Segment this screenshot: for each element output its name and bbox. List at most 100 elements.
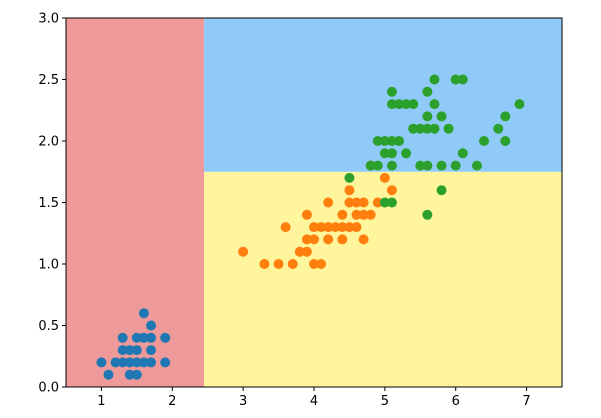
scatter-point xyxy=(294,246,305,257)
decision-regions xyxy=(66,18,562,387)
y-tick-label: 1.5 xyxy=(38,196,59,211)
y-tick-label: 0.5 xyxy=(38,319,59,334)
scatter-point xyxy=(401,148,412,159)
scatter-point xyxy=(386,185,397,196)
scatter-point xyxy=(344,222,355,233)
scatter-point xyxy=(316,259,327,269)
scatter-point xyxy=(408,99,419,110)
scatter-point xyxy=(372,197,383,208)
scatter-point xyxy=(280,222,291,233)
x-tick-label: 7 xyxy=(522,394,530,409)
y-tick-label: 2.5 xyxy=(38,73,59,88)
scatter-point xyxy=(422,160,433,171)
scatter-point xyxy=(131,369,142,380)
scatter-point xyxy=(408,123,419,134)
scatter-point xyxy=(117,332,128,343)
scatter-point xyxy=(450,160,461,171)
decision-region-3 xyxy=(204,18,562,172)
scatter-point xyxy=(386,148,397,159)
scatter-point xyxy=(309,234,319,245)
scatter-point xyxy=(422,111,433,122)
scatter-point xyxy=(259,259,270,269)
x-axis: 1 2 3 4 5 6 7 xyxy=(97,387,531,409)
scatter-point xyxy=(479,136,490,146)
scatter-point xyxy=(323,222,334,233)
scatter-point xyxy=(337,234,348,245)
y-axis: 0.0 0.5 1.0 1.5 2.0 2.5 3.0 xyxy=(38,12,66,396)
scatter-point xyxy=(401,99,412,110)
scatter-point xyxy=(323,197,334,208)
scatter-point xyxy=(358,197,369,208)
scatter-point xyxy=(422,86,433,97)
scatter-point xyxy=(146,357,157,368)
scatter-point xyxy=(330,222,341,233)
scatter-point xyxy=(344,172,355,183)
scatter-point xyxy=(372,136,383,146)
scatter-point xyxy=(301,246,312,257)
scatter-point xyxy=(379,172,390,183)
scatter-point xyxy=(146,332,157,343)
scatter-point xyxy=(386,136,397,146)
scatter-point xyxy=(450,74,461,85)
scatter-point xyxy=(457,148,468,159)
scatter-point xyxy=(96,357,107,368)
y-tick-label: 1.0 xyxy=(38,258,59,273)
scatter-point xyxy=(131,332,142,343)
y-tick-label: 2.0 xyxy=(38,135,59,150)
scatter-point xyxy=(146,345,157,356)
scatter-point xyxy=(386,86,397,97)
scatter-point xyxy=(131,357,142,368)
scatter-point xyxy=(309,259,319,269)
scatter-point xyxy=(365,160,376,171)
scatter-point xyxy=(124,357,135,368)
decision-region-1 xyxy=(66,18,205,387)
x-tick-label: 3 xyxy=(239,394,247,409)
scatter-point xyxy=(365,209,376,220)
scatter-point xyxy=(500,111,511,122)
series-3 xyxy=(344,74,525,220)
scatter-point xyxy=(323,234,334,245)
scatter-point xyxy=(316,222,327,233)
scatter-point xyxy=(436,111,447,122)
scatter-point xyxy=(394,99,405,110)
series-1 xyxy=(96,308,171,380)
scatter-point xyxy=(110,357,121,368)
scatter-point xyxy=(379,148,390,159)
scatter-point xyxy=(415,123,426,134)
scatter-point xyxy=(436,160,447,171)
y-tick-label: 0.0 xyxy=(38,381,59,396)
y-tick-label: 3.0 xyxy=(38,12,59,27)
scatter-point xyxy=(351,222,362,233)
scatter-point xyxy=(422,123,433,134)
scatter-point xyxy=(337,209,348,220)
scatter-point xyxy=(358,234,369,245)
scatter-point xyxy=(103,369,114,380)
scatter-point xyxy=(386,160,397,171)
scatter-point xyxy=(351,209,362,220)
scatter-point xyxy=(457,74,468,85)
scatter-point xyxy=(429,123,440,134)
scatter-point xyxy=(138,308,149,319)
scatter-point xyxy=(117,357,128,368)
scatter-point xyxy=(124,369,135,380)
x-tick-label: 2 xyxy=(168,394,176,409)
scatter-point xyxy=(117,345,128,356)
scatter-point xyxy=(301,234,312,245)
scatter-point xyxy=(138,357,149,368)
data-points xyxy=(96,74,525,380)
scatter-point xyxy=(309,222,319,233)
decision-region-2 xyxy=(204,171,562,387)
scatter-point xyxy=(379,197,390,208)
x-tick-label: 5 xyxy=(381,394,389,409)
scatter-point xyxy=(138,332,149,343)
scatter-point xyxy=(379,136,390,146)
scatter-point xyxy=(344,185,355,196)
scatter-point xyxy=(287,259,298,269)
scatter-point xyxy=(429,99,440,110)
scatter-point xyxy=(124,345,135,356)
scatter-point xyxy=(301,209,312,220)
x-tick-label: 4 xyxy=(310,394,318,409)
scatter-point xyxy=(146,320,157,331)
scatter-point xyxy=(386,99,397,110)
